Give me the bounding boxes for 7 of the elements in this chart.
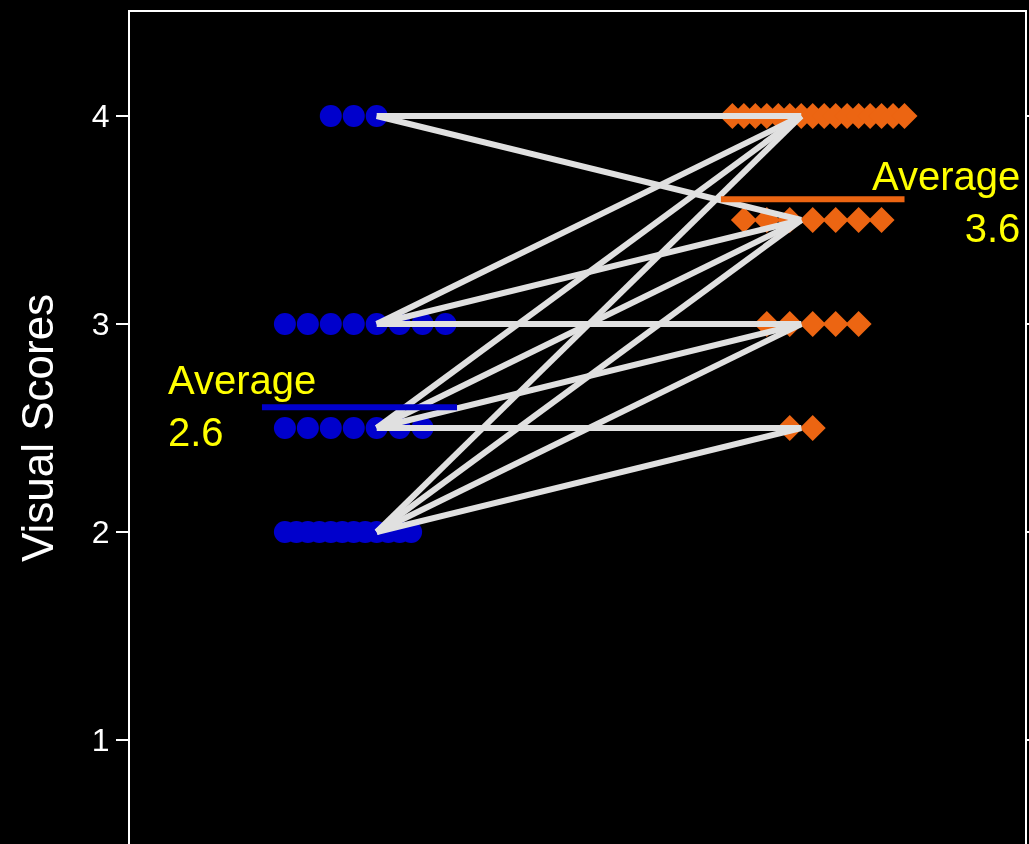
y-tick-label: 4 — [91, 98, 110, 135]
y-tick-label: 1 — [91, 722, 110, 759]
annotation: Average 3.6 — [872, 154, 1021, 250]
annotation: Average 2.6 — [168, 358, 317, 454]
y-tick-label: 3 — [91, 306, 110, 343]
y-tick-label: 2 — [91, 514, 110, 551]
y-axis-title: Visual Scores — [13, 293, 63, 563]
